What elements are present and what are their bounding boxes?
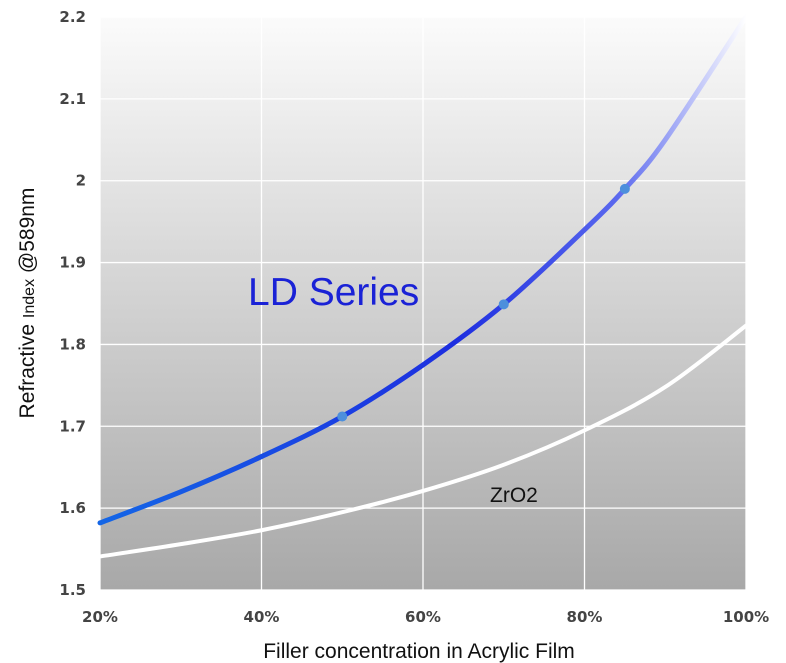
y-tick-labels: 1.5 1.6 1.7 1.8 1.9 2 2.1 2.2 [59, 8, 86, 599]
x-tick-label: 100% [723, 608, 769, 626]
x-tick-label: 20% [82, 608, 118, 626]
ld-data-point [498, 299, 509, 310]
zro2-line [98, 323, 748, 559]
ld-series-line [97, 14, 749, 526]
x-tick-label: 60% [405, 608, 441, 626]
gridlines [99, 16, 747, 591]
x-tick-labels: 20% 40% 60% 80% 100% [82, 608, 769, 626]
y-tick-label: 1.7 [59, 417, 86, 435]
zro2-label: ZrO2 [490, 484, 538, 507]
y-tick-label: 1.5 [59, 581, 86, 599]
series-markers [337, 183, 630, 422]
x-tick-label: 80% [567, 608, 603, 626]
y-tick-label: 1.8 [59, 335, 86, 353]
x-axis-title: Filler concentration in Acrylic Film [263, 640, 575, 663]
y-axis-title-part-3: @589nm [16, 188, 39, 279]
ld-series-label: LD Series [248, 271, 419, 314]
x-tick-label: 40% [244, 608, 280, 626]
y-axis-title: Refractive Index @589nm [16, 188, 39, 419]
y-tick-label: 1.6 [59, 499, 86, 517]
y-tick-label: 2.1 [59, 90, 86, 108]
ld-data-point [337, 411, 348, 422]
y-axis-title-part-2: Index [21, 279, 38, 318]
y-tick-label: 1.9 [59, 254, 86, 272]
ld-data-point [619, 183, 630, 194]
y-tick-label: 2 [76, 172, 86, 190]
y-axis-title-part-1: Refractive [16, 318, 39, 418]
y-tick-label: 2.2 [59, 8, 86, 26]
series-lines [97, 14, 749, 559]
